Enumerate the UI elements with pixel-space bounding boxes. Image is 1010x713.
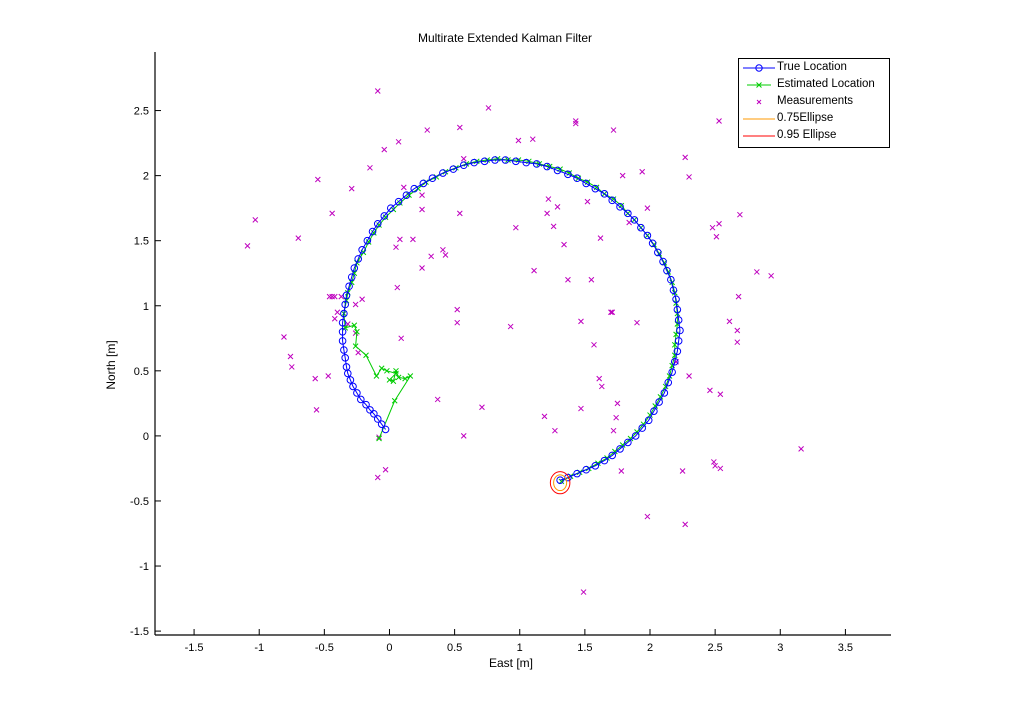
x-tick-label: 3.5 <box>838 642 853 654</box>
green-x-line-icon <box>747 82 771 88</box>
y-tick-label: -1.5 <box>130 626 149 638</box>
axes-spines <box>154 52 891 636</box>
magenta-x-marker-icon <box>756 99 762 105</box>
x-tick-label: 2.5 <box>707 642 722 654</box>
red-line-icon <box>743 135 775 137</box>
y-tick-label: -1 <box>139 561 149 573</box>
orange-line-icon <box>743 118 775 120</box>
legend-label: True Location <box>777 61 847 73</box>
legend-label: 0.95 Ellipse <box>777 129 837 141</box>
covariance-ellipses <box>549 471 571 495</box>
legend-item-true-location: True Location <box>739 60 889 76</box>
ellipse-075 <box>553 474 568 492</box>
x-tick-label: 3 <box>777 642 783 654</box>
y-axis-label: North [m] <box>104 340 118 390</box>
x-tick-label: 1 <box>517 642 523 654</box>
y-tick-label: 0 <box>143 431 149 443</box>
ellipse-095 <box>549 471 571 495</box>
x-tick-label: -0.5 <box>315 642 334 654</box>
legend-item-measurements: Measurements <box>739 94 889 110</box>
legend-item-075-ellipse: 0.75Ellipse <box>739 111 889 127</box>
y-tick-label: -0.5 <box>130 496 149 508</box>
legend-label: Measurements <box>777 95 854 107</box>
x-tick-label: 0 <box>386 642 392 654</box>
y-tick-label: 1.5 <box>134 236 149 248</box>
x-tick-label: -1 <box>254 642 264 654</box>
blue-circle-line-icon <box>743 64 775 72</box>
axis-ticks: -1.5 -1 -0.5 0 0.5 1 1.5 2 2.5 3 3.5 -1.5 -1 -0.5 0 0.5… <box>130 106 853 654</box>
x-axis-label: East [m] <box>488 656 533 670</box>
measurements-series <box>244 88 804 595</box>
legend-item-095-ellipse: 0.95 Ellipse <box>739 128 889 144</box>
x-tick-label: 1.5 <box>577 642 592 654</box>
legend-item-estimated-location: Estimated Location <box>739 77 889 93</box>
true-location-series <box>338 156 684 484</box>
y-tick-label: 1 <box>143 301 149 313</box>
legend-label: 0.75Ellipse <box>777 112 834 124</box>
legend: True Location Estimated Location Measure… <box>738 58 890 148</box>
y-tick-label: 2 <box>143 171 149 183</box>
x-tick-label: 0.5 <box>447 642 462 654</box>
legend-label: Estimated Location <box>777 78 875 90</box>
y-tick-label: 0.5 <box>134 366 149 378</box>
x-tick-label: -1.5 <box>185 642 204 654</box>
x-tick-label: 2 <box>647 642 653 654</box>
chart-title: Multirate Extended Kalman Filter <box>417 31 593 45</box>
y-tick-label: 2.5 <box>134 106 149 118</box>
